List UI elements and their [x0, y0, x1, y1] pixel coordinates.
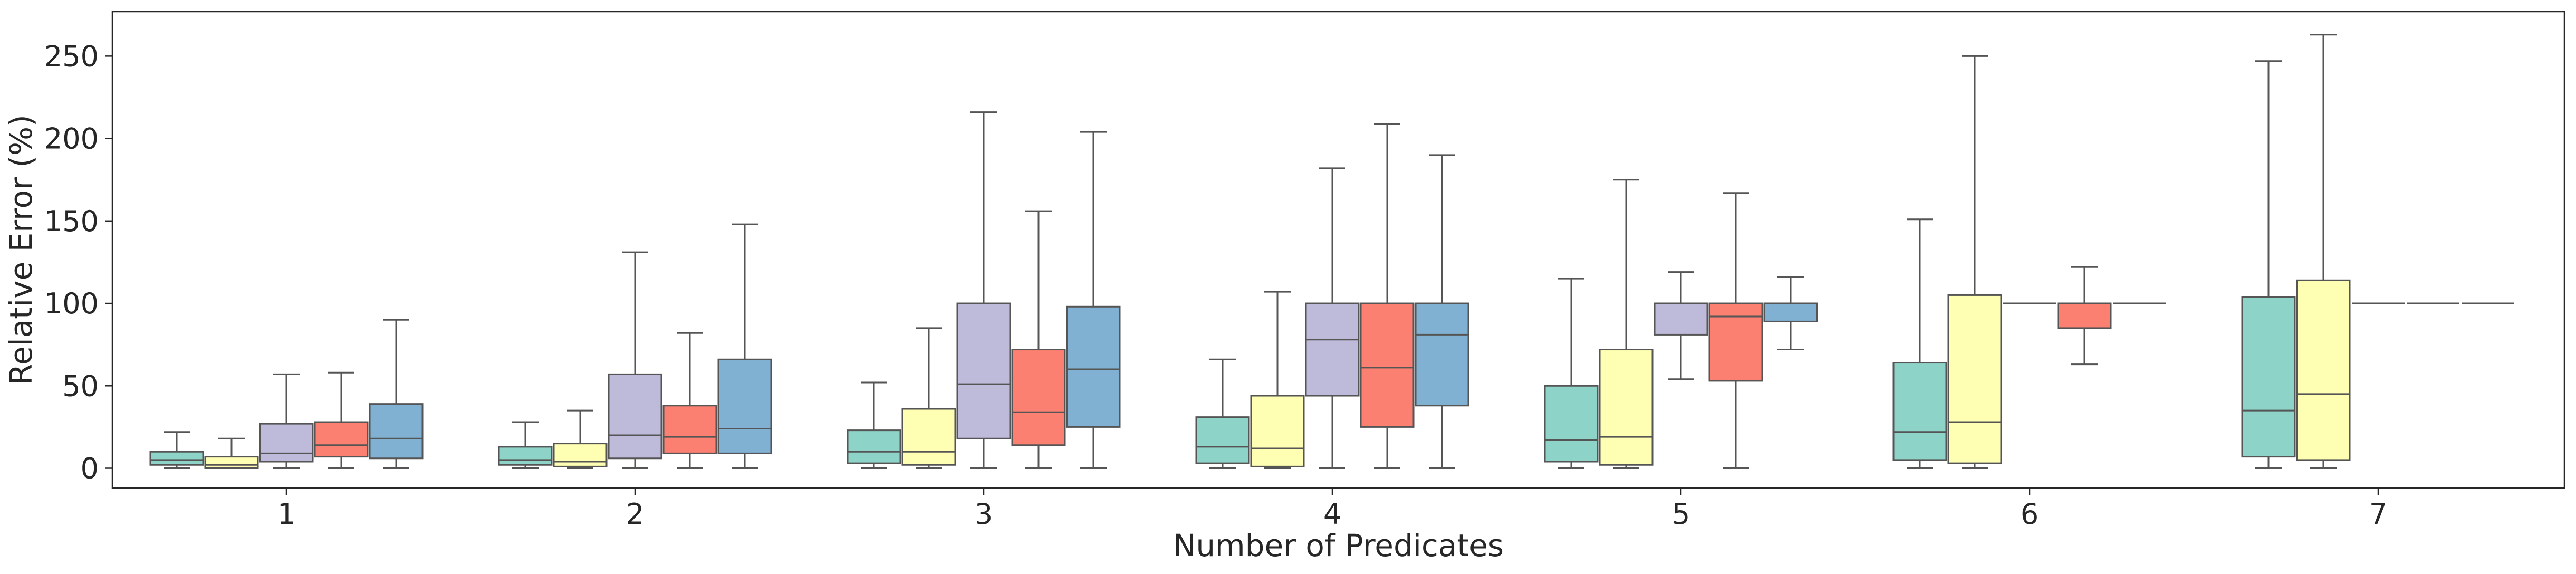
box-group-4: [1195, 122, 1469, 470]
box-iqr: [1011, 349, 1066, 446]
box-iqr: [204, 456, 259, 470]
box-iqr: [662, 405, 717, 454]
boxes-layer: [149, 34, 2514, 470]
box-iqr: [717, 358, 772, 454]
box-iqr: [1763, 302, 1818, 322]
y-tick-label: 50: [62, 369, 99, 403]
box-group-6: [1892, 55, 2166, 470]
box-iqr: [553, 443, 608, 467]
y-axis-ticks: 0 50 100 150 200 250: [44, 40, 112, 485]
box-group-3: [847, 111, 1121, 470]
box-iqr: [1654, 302, 1708, 336]
box-iqr: [1250, 395, 1305, 467]
box-iqr: [847, 429, 901, 464]
box-iqr: [956, 302, 1011, 439]
y-tick-label: 250: [44, 40, 99, 73]
y-axis-label: Relative Error (%): [3, 114, 39, 385]
box-iqr: [1360, 302, 1415, 428]
box-group-7: [2241, 34, 2514, 470]
y-tick-label: 200: [44, 122, 99, 156]
box-iqr: [2296, 279, 2351, 461]
box-iqr: [1708, 302, 1763, 382]
box-iqr: [1892, 362, 1947, 461]
x-tick-label: 4: [1323, 498, 1341, 531]
plot-frame: [111, 11, 2565, 489]
box-iqr: [1195, 416, 1250, 464]
x-axis-ticks: 1 2 3 4 5 6 7: [277, 488, 2387, 531]
box-iqr: [259, 423, 314, 463]
x-tick-label: 1: [277, 498, 295, 531]
y-tick-label: 0: [81, 452, 99, 485]
box-iqr: [369, 403, 424, 460]
y-tick-label: 100: [44, 287, 99, 320]
box-iqr: [1599, 349, 1654, 466]
box-group-1: [149, 319, 424, 470]
x-tick-label: 2: [626, 498, 644, 531]
box-iqr: [1544, 385, 1599, 463]
box-group-2: [498, 223, 772, 470]
box-iqr: [1947, 294, 2002, 464]
x-tick-label: 5: [1672, 498, 1690, 531]
box-iqr: [314, 421, 369, 458]
box-iqr: [149, 451, 204, 466]
box-iqr: [498, 446, 553, 466]
box-iqr: [1305, 302, 1360, 397]
box-group-5: [1544, 179, 1818, 470]
box-iqr: [2057, 302, 2112, 329]
y-tick-label: 150: [44, 205, 99, 238]
x-axis-label: Number of Predicates: [1173, 528, 1504, 563]
box-iqr: [608, 373, 662, 460]
box-iqr: [2241, 296, 2296, 458]
x-tick-label: 3: [975, 498, 993, 531]
box-iqr: [1415, 302, 1469, 407]
box-iqr: [901, 408, 956, 466]
box-iqr: [1066, 305, 1121, 428]
x-tick-label: 6: [2021, 498, 2039, 531]
x-tick-label: 7: [2369, 498, 2387, 531]
